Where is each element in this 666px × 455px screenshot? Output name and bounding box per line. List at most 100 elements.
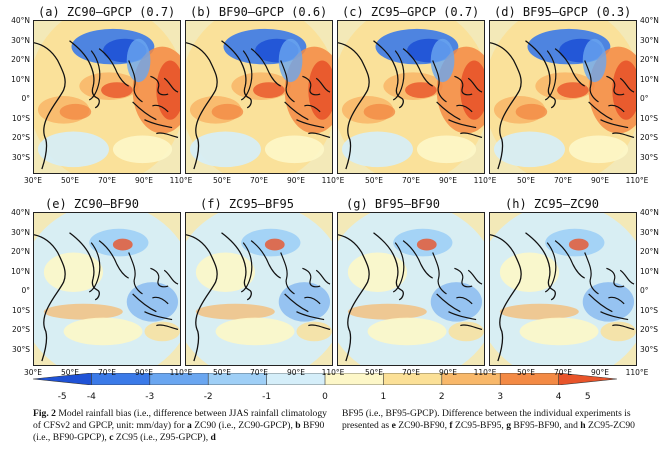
- lat-label-left: 30°N: [11, 227, 30, 237]
- panel-title-h: (h) ZC95–ZC90: [505, 197, 599, 211]
- lon-label: 50°E: [212, 368, 232, 377]
- lat-label-right: 10°N: [640, 74, 659, 84]
- lat-label-left: 30°N: [11, 35, 30, 45]
- caption-text: BF95-BF90, and: [510, 420, 581, 431]
- lat-label-left: 10°S: [11, 305, 30, 315]
- lon-label: 90°E: [438, 368, 458, 377]
- caption-text: ZC95 (i.e., Z95-GPCP),: [113, 432, 211, 443]
- lon-label: 50°E: [364, 176, 384, 185]
- lon-label: 50°E: [60, 368, 80, 377]
- map-panel-f: [185, 212, 333, 366]
- figure-caption-right: BF95 (i.e., BF95-GPCP). Difference betwe…: [342, 408, 642, 432]
- lat-label-right: 20°N: [640, 55, 659, 64]
- lat-label-left: 20°N: [11, 247, 30, 256]
- lon-label: 50°E: [212, 176, 232, 185]
- lon-label: 70°E: [97, 368, 117, 377]
- map-panel-a: [33, 20, 181, 174]
- colorbar: [33, 373, 617, 385]
- lon-label: 70°E: [249, 176, 269, 185]
- caption-panel-a: a: [187, 420, 192, 431]
- caption-text: ZC95-BF95,: [452, 420, 507, 431]
- lat-label-right: 20°N: [640, 247, 659, 256]
- panel-title-a: (a) ZC90–GPCP (0.7): [38, 5, 176, 19]
- lon-label: 110°E: [321, 176, 345, 185]
- lat-label-left: 40°N: [11, 16, 30, 25]
- map-panel-h: [489, 212, 637, 366]
- caption-panel-c: c: [109, 432, 114, 443]
- map-panel-d: [489, 20, 637, 174]
- caption-panel-f: f: [449, 420, 453, 431]
- lat-label-right: 30°S: [640, 344, 659, 354]
- caption-panel-b: b: [295, 420, 301, 431]
- lat-label-left: 0°: [21, 286, 30, 295]
- colorbar-tick-label: -3: [145, 392, 155, 402]
- colorbar-tick-label: -5: [57, 392, 67, 402]
- lon-label: 70°E: [97, 176, 117, 185]
- lat-label-right: 30°N: [640, 35, 659, 45]
- lon-label: 90°E: [286, 176, 306, 185]
- map-panel-e: [33, 212, 181, 366]
- lon-label: 90°E: [286, 368, 306, 377]
- caption-text: ZC90-BF90,: [395, 420, 450, 431]
- lon-label: 110°E: [169, 368, 193, 377]
- lat-label-left: 20°N: [11, 55, 30, 64]
- lat-label-left: 40°N: [11, 208, 30, 217]
- lat-label-left: 20°S: [11, 325, 30, 334]
- caption-text: Model rainfall bias (i.e., difference be…: [33, 408, 327, 431]
- caption-text: ZC90 (i.e., ZC90-GPCP),: [191, 420, 296, 431]
- panel-title-f: (f) ZC95–BF95: [200, 197, 294, 211]
- lon-label: 50°E: [364, 368, 384, 377]
- lat-label-right: 30°S: [640, 152, 659, 162]
- lat-label-right: 10°N: [640, 266, 659, 276]
- lon-label: 50°E: [60, 176, 80, 185]
- lon-label: 50°E: [516, 176, 536, 185]
- lon-label: 90°E: [134, 176, 154, 185]
- lon-label: 110°E: [625, 368, 649, 377]
- caption-text: BF95 (i.e., BF95-GPCP). Difference betwe…: [342, 408, 631, 431]
- lon-label: 90°E: [590, 176, 610, 185]
- colorbar-swatch: [558, 373, 617, 385]
- lon-label: 110°E: [625, 176, 649, 185]
- lat-label-right: 10°S: [640, 113, 659, 123]
- colorbar-tick-label: 1: [380, 392, 387, 402]
- lon-label: 70°E: [401, 176, 421, 185]
- panel-title-b: (b) BF90–GPCP (0.6): [190, 5, 328, 19]
- colorbar-tick-label: 5: [584, 392, 591, 402]
- lat-label-left: 10°N: [11, 266, 30, 276]
- lat-label-left: 10°N: [11, 74, 30, 84]
- lat-label-right: 0°: [640, 286, 649, 295]
- lat-label-right: 0°: [640, 94, 649, 103]
- panel-title-e: (e) ZC90–BF90: [45, 197, 139, 211]
- panel-title-g: (g) BF95–BF90: [346, 197, 440, 211]
- lat-label-left: 30°S: [11, 152, 30, 162]
- lon-label: 110°E: [321, 368, 345, 377]
- lat-label-left: 20°S: [11, 133, 30, 142]
- panel-title-d: (d) BF95–GPCP (0.3): [494, 5, 632, 19]
- caption-panel-h: h: [580, 420, 586, 431]
- colorbar-tick-label: -4: [86, 392, 96, 402]
- lat-label-left: 10°S: [11, 113, 30, 123]
- lon-label: 110°E: [169, 176, 193, 185]
- lon-label: 90°E: [438, 176, 458, 185]
- lon-label: 90°E: [134, 368, 154, 377]
- colorbar-tick-label: 4: [555, 392, 562, 402]
- lat-label-right: 30°N: [640, 227, 659, 237]
- caption-panel-e: e: [391, 420, 396, 431]
- figure-label: Fig. 2: [33, 408, 56, 419]
- lat-label-right: 20°S: [640, 133, 659, 142]
- caption-text: BF90 (i.e., BF90-GPCP),: [33, 420, 325, 443]
- lon-label: 70°E: [401, 368, 421, 377]
- lat-label-right: 20°S: [640, 325, 659, 334]
- panel-title-c: (c) ZC95–GPCP (0.7): [342, 5, 480, 19]
- map-panel-g: [337, 212, 485, 366]
- map-panel-b: [185, 20, 333, 174]
- lon-label: 90°E: [590, 368, 610, 377]
- colorbar-tick-label: -2: [203, 392, 213, 402]
- caption-text: ZC95-ZC90: [585, 420, 635, 431]
- lat-label-left: 30°S: [11, 344, 30, 354]
- lat-label-right: 40°N: [640, 16, 659, 25]
- lon-label: 30°E: [23, 368, 43, 377]
- lon-label: 30°E: [23, 176, 43, 185]
- lat-label-right: 40°N: [640, 208, 659, 217]
- lon-label: 110°E: [473, 176, 497, 185]
